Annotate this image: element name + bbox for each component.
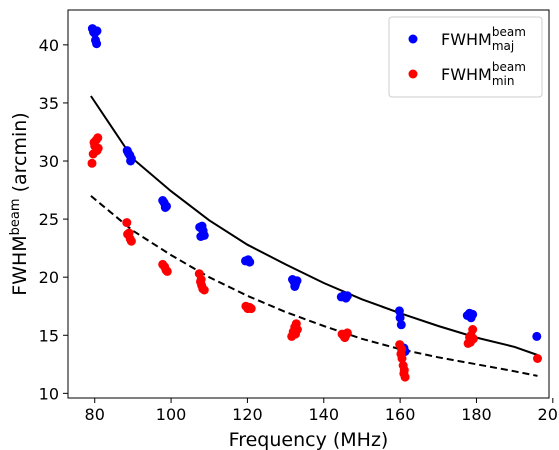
legend-marker-maj [408, 34, 418, 44]
y-axis-label-unit: (arcmin) [9, 112, 31, 198]
data-point-min [93, 143, 103, 153]
data-point-maj [126, 156, 136, 166]
data-point-min [87, 158, 97, 168]
data-point-maj [245, 257, 255, 267]
x-tick-label: 180 [461, 405, 492, 424]
data-point-min [291, 329, 300, 339]
x-tick-label: 200 [538, 405, 559, 424]
legend-label-maj: FWHMbeam maj [441, 25, 526, 53]
axis-ticks: 80 100 120 140 160 180 200 10 15 20 25 30 35 40 [39, 36, 559, 424]
data-point-maj [92, 39, 102, 49]
data-point-min [465, 337, 475, 347]
x-tick-label: 120 [232, 405, 263, 424]
data-point-maj [342, 291, 352, 301]
y-tick-label: 20 [39, 268, 59, 287]
data-point-min [397, 354, 407, 363]
x-tick-label: 160 [385, 405, 416, 424]
data-point-maj [196, 232, 206, 241]
data-point-maj [394, 306, 404, 316]
data-point-min [199, 285, 209, 295]
data-point-maj [395, 313, 405, 323]
y-tick-label: 25 [39, 210, 59, 229]
data-point-maj [89, 27, 99, 37]
data-point-min [126, 236, 136, 246]
y-tick-label: 10 [39, 384, 59, 403]
legend-marker-min [408, 69, 418, 79]
data-point-maj [396, 320, 406, 330]
data-point-min [122, 218, 132, 228]
plot-area-frame [67, 9, 550, 399]
data-point-min [397, 344, 407, 354]
x-tick-label: 80 [85, 405, 105, 424]
data-point-min [399, 369, 409, 379]
data-point-min [340, 333, 350, 343]
data-point-maj [465, 312, 475, 322]
data-point-maj [532, 331, 542, 341]
y-tick-label: 30 [39, 152, 59, 171]
fit-line-min [90, 195, 538, 377]
data-point-maj [160, 203, 170, 212]
y-tick-label: 35 [39, 94, 59, 113]
data-point-min [196, 275, 206, 284]
y-axis-label-base: FWHM [9, 235, 31, 295]
legend-label-min: FWHMbeam min [441, 60, 526, 88]
x-tick-label: 100 [156, 405, 187, 424]
data-point-min [246, 304, 256, 314]
data-points [87, 24, 542, 382]
legend: FWHMbeam maj FWHMbeam min [388, 16, 543, 98]
y-tick-label: 40 [39, 36, 59, 55]
data-point-maj [290, 282, 300, 291]
legend-box [388, 16, 543, 98]
y-tick-label: 15 [39, 326, 59, 345]
x-axis-label: Frequency (MHz) [229, 429, 389, 450]
data-point-min [468, 325, 478, 334]
y-axis-label: FWHMbeam (arcmin) [8, 112, 31, 295]
data-point-min [162, 266, 172, 276]
y-axis-label-superscript: beam [8, 198, 23, 235]
data-point-min [533, 354, 542, 363]
x-tick-label: 140 [308, 405, 339, 424]
data-point-maj [197, 221, 207, 231]
